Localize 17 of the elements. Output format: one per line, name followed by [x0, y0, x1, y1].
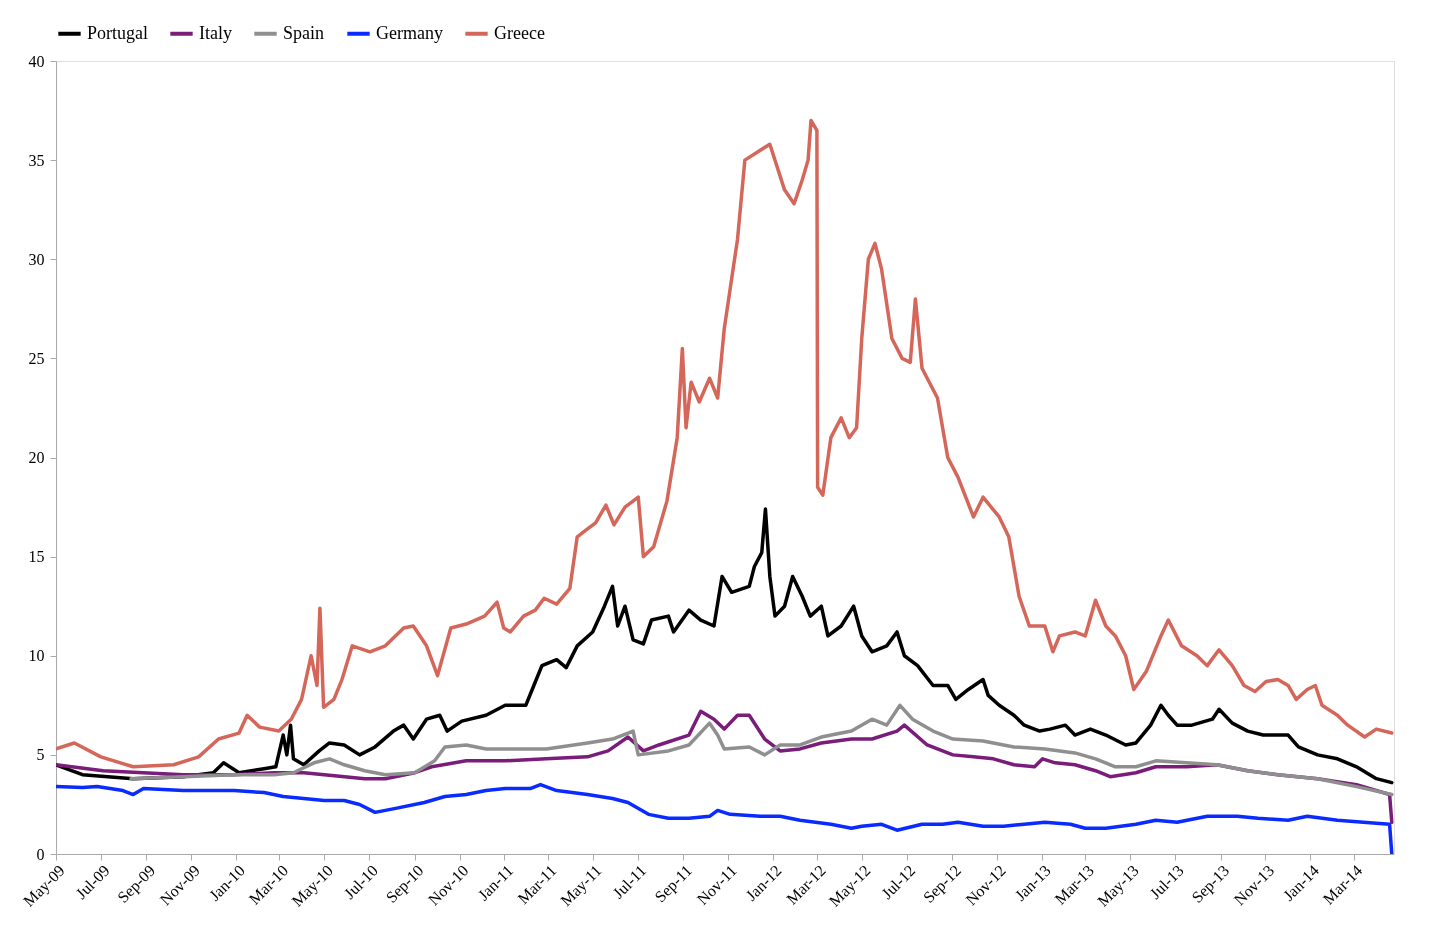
- legend-label: Portugal: [87, 22, 148, 43]
- line-series: [56, 507, 1394, 785]
- legend-label: Italy: [199, 22, 232, 43]
- legend-label: Greece: [494, 22, 545, 43]
- y-tick-label: 35: [28, 151, 45, 169]
- line-series: [56, 118, 1394, 769]
- y-tick-label: 25: [28, 349, 45, 367]
- line-series: [129, 703, 1394, 797]
- legend-label: Spain: [283, 22, 325, 43]
- legend-label: Germany: [376, 22, 443, 43]
- y-tick-label: 20: [28, 449, 45, 466]
- y-tick-label: 15: [28, 548, 45, 566]
- y-tick-label: 10: [28, 647, 45, 665]
- y-tick-label: 5: [36, 746, 45, 764]
- y-tick-label: 30: [28, 250, 45, 268]
- y-tick-label: 40: [28, 52, 45, 70]
- y-tick-label: 0: [36, 845, 45, 863]
